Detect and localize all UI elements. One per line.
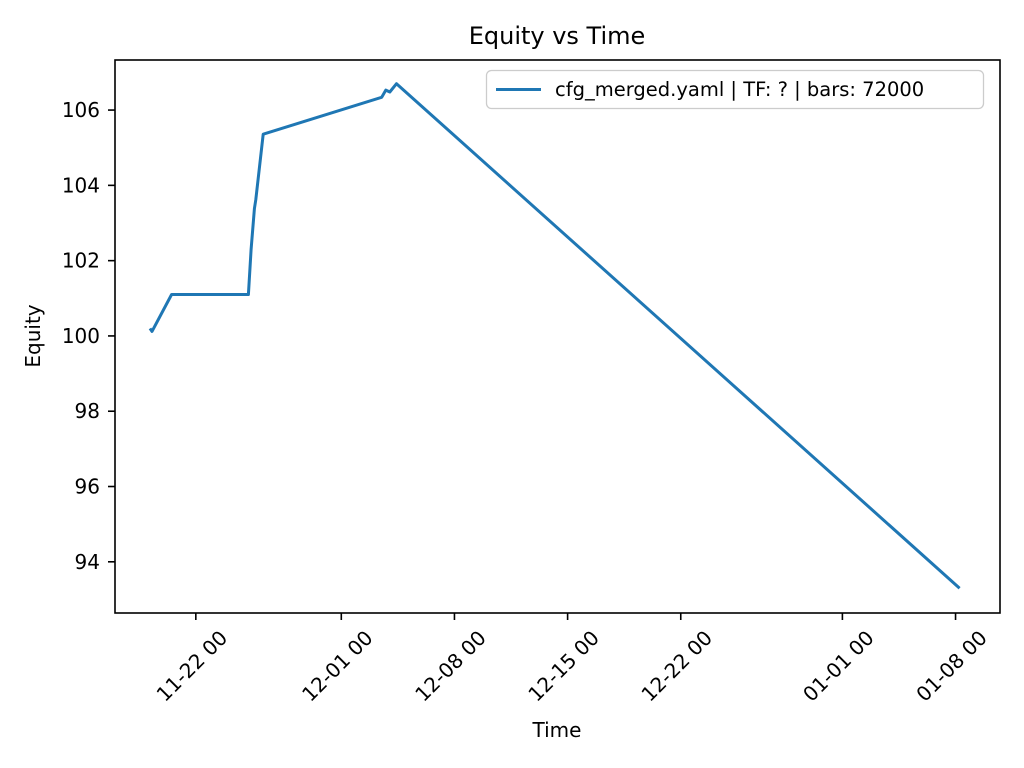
- y-tick-label: 94: [75, 550, 100, 574]
- legend-frame: [485, 69, 985, 110]
- x-axis-label: Time: [532, 718, 582, 742]
- y-axis-label: Equity: [21, 304, 45, 367]
- y-tick-label: 96: [75, 475, 100, 499]
- x-tick-label: 12-01 00: [297, 626, 378, 707]
- x-axis-ticks: 11-22 00 12-01 00 12-08 00 12-15 00 12-22 00…: [152, 613, 992, 706]
- x-tick-label: 11-22 00: [152, 626, 233, 707]
- y-tick-label: 100: [62, 324, 100, 348]
- x-tick-label: 12-15 00: [523, 626, 604, 707]
- x-tick-label: 12-22 00: [636, 626, 717, 707]
- y-tick-label: 102: [62, 249, 100, 273]
- y-tick-label: 106: [62, 98, 100, 122]
- y-tick-label: 104: [62, 173, 100, 197]
- y-tick-label: 98: [75, 399, 100, 423]
- legend-label: cfg_merged.yaml | TF: ? | bars: 72000: [555, 78, 924, 101]
- chart-title: Equity vs Time: [469, 22, 646, 50]
- x-tick-label: 12-08 00: [410, 626, 491, 707]
- x-tick-label: 01-01 00: [798, 626, 879, 707]
- plot-border: [114, 59, 1001, 614]
- y-axis-ticks: 94 96 98 100 102 104 106: [62, 98, 115, 574]
- legend: cfg_merged.yaml | TF: ? | bars: 72000: [485, 69, 985, 110]
- equity-line-series: [148, 82, 961, 590]
- x-tick-label: 01-08 00: [911, 626, 992, 707]
